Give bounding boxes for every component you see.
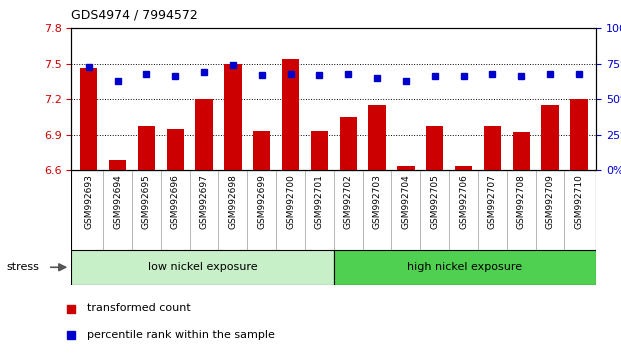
Text: GSM992700: GSM992700	[286, 174, 295, 229]
Text: GSM992695: GSM992695	[142, 174, 151, 229]
Bar	[109, 160, 126, 170]
Text: GSM992707: GSM992707	[488, 174, 497, 229]
Bar	[455, 166, 472, 170]
Text: GSM992696: GSM992696	[171, 174, 179, 229]
Text: GSM992698: GSM992698	[229, 174, 237, 229]
Text: GSM992699: GSM992699	[257, 174, 266, 229]
Bar	[512, 132, 530, 170]
Bar	[397, 166, 414, 170]
Bar	[71, 250, 334, 285]
Bar	[340, 117, 357, 170]
Bar	[484, 126, 501, 170]
Bar	[80, 68, 97, 170]
Text: GSM992708: GSM992708	[517, 174, 526, 229]
Bar	[334, 250, 596, 285]
Text: GSM992704: GSM992704	[401, 174, 410, 229]
Text: GDS4974 / 7994572: GDS4974 / 7994572	[71, 8, 198, 21]
Bar	[253, 131, 270, 170]
Text: percentile rank within the sample: percentile rank within the sample	[87, 330, 275, 340]
Bar	[368, 105, 386, 170]
Text: GSM992703: GSM992703	[373, 174, 381, 229]
Text: transformed count: transformed count	[87, 303, 191, 313]
Bar	[138, 126, 155, 170]
Bar	[570, 99, 587, 170]
Text: GSM992706: GSM992706	[459, 174, 468, 229]
Bar	[542, 105, 559, 170]
Text: GSM992705: GSM992705	[430, 174, 439, 229]
Bar	[282, 59, 299, 170]
Text: stress: stress	[6, 262, 39, 272]
Bar	[310, 131, 328, 170]
Text: high nickel exposure: high nickel exposure	[407, 262, 522, 272]
Bar	[196, 99, 212, 170]
Text: GSM992694: GSM992694	[113, 174, 122, 229]
Text: GSM992701: GSM992701	[315, 174, 324, 229]
Text: GSM992693: GSM992693	[84, 174, 93, 229]
Text: low nickel exposure: low nickel exposure	[148, 262, 258, 272]
Bar	[426, 126, 443, 170]
Text: GSM992697: GSM992697	[199, 174, 209, 229]
Text: GSM992702: GSM992702	[343, 174, 353, 229]
Text: GSM992709: GSM992709	[545, 174, 555, 229]
Text: GSM992710: GSM992710	[574, 174, 583, 229]
Bar	[224, 64, 242, 170]
Bar	[166, 129, 184, 170]
